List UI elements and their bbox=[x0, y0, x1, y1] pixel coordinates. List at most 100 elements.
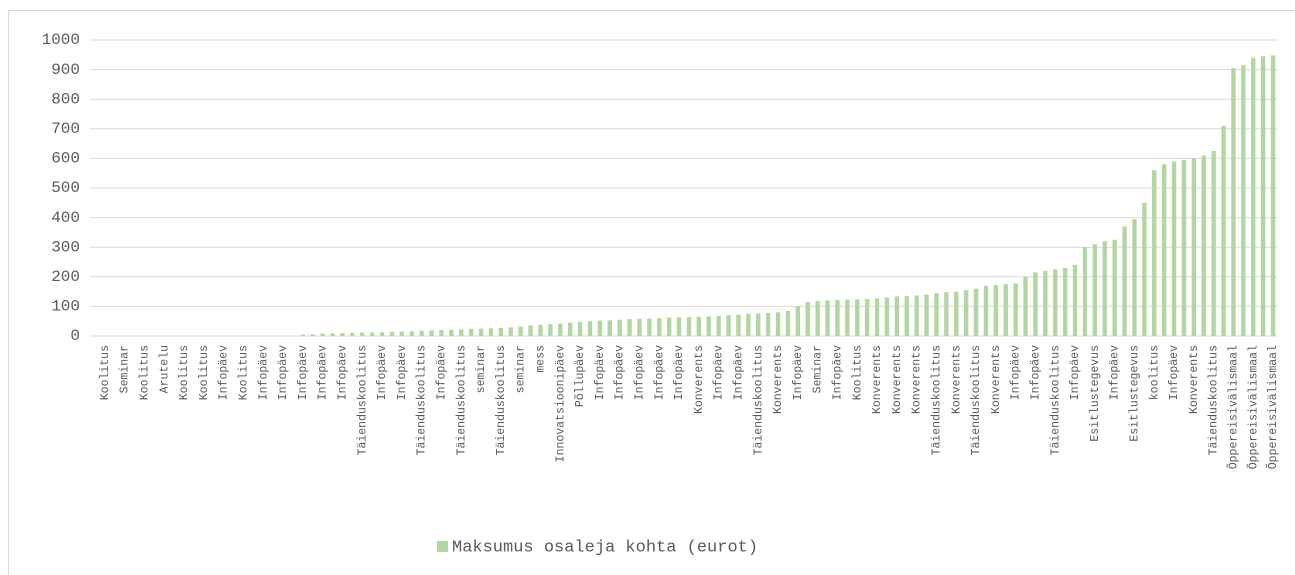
x-tick-label: Infopäev bbox=[1069, 345, 1082, 400]
x-tick-label: Konverents bbox=[693, 345, 706, 414]
bar bbox=[815, 301, 820, 336]
x-tick-label: Infopäev bbox=[317, 345, 330, 400]
y-tick-label: 600 bbox=[51, 150, 80, 168]
bar bbox=[518, 326, 523, 336]
y-tick-label: 900 bbox=[51, 61, 80, 79]
bar bbox=[736, 314, 741, 336]
bar bbox=[459, 329, 464, 336]
x-tick-label: Konverents bbox=[871, 345, 884, 414]
bar bbox=[350, 332, 355, 336]
bar bbox=[676, 317, 682, 336]
bar bbox=[567, 322, 573, 336]
x-tick-label: Innovatsioonipäev bbox=[554, 345, 567, 462]
x-tick-label: Täienduskoolitus bbox=[752, 345, 765, 455]
x-tick-label: mess bbox=[534, 345, 547, 373]
bar bbox=[1053, 269, 1058, 336]
x-tick-label: Infopäev bbox=[792, 345, 805, 400]
y-tick-label: 500 bbox=[51, 179, 80, 197]
x-tick-label: Infopäev bbox=[1029, 345, 1042, 400]
bar bbox=[1161, 164, 1167, 336]
x-tick-label: Seminar bbox=[119, 345, 132, 393]
x-tick-label: Esitlustegevus bbox=[1089, 345, 1102, 442]
bar bbox=[1112, 239, 1117, 336]
bar bbox=[983, 285, 989, 336]
bar bbox=[805, 301, 810, 336]
x-tick-label: koolitus bbox=[1148, 345, 1161, 400]
bar bbox=[1122, 226, 1127, 336]
x-tick-label: Infopäev bbox=[594, 345, 607, 400]
bar bbox=[934, 293, 939, 336]
bar bbox=[637, 318, 642, 336]
bar bbox=[954, 291, 959, 336]
bar bbox=[597, 320, 603, 336]
x-tick-label: Infopäev bbox=[713, 345, 726, 400]
bar bbox=[1152, 170, 1157, 336]
legend-swatch bbox=[437, 541, 448, 552]
bar bbox=[775, 312, 781, 336]
bar bbox=[587, 321, 593, 336]
bar bbox=[538, 324, 543, 336]
x-tick-label: Infopäev bbox=[1109, 345, 1122, 400]
x-tick-label: Täienduskoolitus bbox=[930, 345, 943, 455]
bar bbox=[607, 320, 612, 336]
x-tick-label: Infopäev bbox=[435, 345, 448, 400]
bar bbox=[1142, 202, 1147, 336]
x-tick-label: Seminar bbox=[812, 345, 825, 393]
bar bbox=[1211, 151, 1216, 336]
bar bbox=[1270, 55, 1276, 336]
bar bbox=[1003, 284, 1008, 336]
bar bbox=[360, 332, 365, 336]
bar bbox=[845, 299, 850, 336]
bar bbox=[924, 294, 929, 336]
y-tick-label: 700 bbox=[51, 120, 80, 138]
bar bbox=[1132, 219, 1137, 336]
bar bbox=[1062, 267, 1068, 336]
x-tick-label: Täienduskoolitus bbox=[1049, 345, 1062, 455]
y-tick-label: 200 bbox=[51, 268, 80, 286]
bar bbox=[1181, 159, 1187, 336]
x-tick-label: Infopäev bbox=[376, 345, 389, 400]
bar bbox=[1013, 283, 1018, 336]
bar bbox=[657, 318, 662, 336]
bar bbox=[726, 315, 731, 336]
bar bbox=[666, 317, 672, 336]
bar bbox=[389, 331, 395, 336]
bar bbox=[1201, 155, 1206, 336]
x-tick-label: Infopäev bbox=[396, 345, 409, 400]
x-tick-label: Koolitus bbox=[178, 345, 191, 400]
x-tick-label: Koolitus bbox=[138, 345, 151, 400]
bar bbox=[746, 313, 751, 336]
bar bbox=[864, 299, 870, 336]
bar bbox=[914, 295, 919, 336]
x-tick-label: seminar bbox=[515, 345, 528, 393]
y-tick-label: 0 bbox=[70, 327, 80, 345]
bar bbox=[548, 324, 553, 336]
bar bbox=[468, 328, 474, 336]
x-tick-label: Infopäev bbox=[673, 345, 686, 400]
x-tick-label: Konverents bbox=[1188, 345, 1201, 414]
bar bbox=[825, 300, 830, 336]
bar bbox=[1171, 161, 1177, 336]
y-tick-label: 100 bbox=[51, 298, 80, 316]
bar bbox=[1251, 57, 1256, 336]
bar bbox=[409, 331, 414, 336]
chart-border bbox=[8, 10, 1295, 575]
x-tick-label: Täienduskoolitus bbox=[495, 345, 508, 455]
bar bbox=[785, 310, 791, 336]
bar bbox=[696, 316, 702, 336]
x-tick-label: Koolitus bbox=[99, 345, 112, 400]
x-tick-label: Arutelu bbox=[158, 345, 171, 393]
x-tick-label: Täienduskoolitus bbox=[455, 345, 468, 455]
bar bbox=[944, 292, 949, 336]
x-tick-label: Infopäev bbox=[336, 345, 349, 400]
bar bbox=[488, 328, 494, 336]
x-tick-label: Konverents bbox=[990, 345, 1003, 414]
bar bbox=[894, 296, 900, 336]
x-tick-label: Infopäev bbox=[633, 345, 646, 400]
bar bbox=[795, 306, 801, 336]
bar bbox=[369, 332, 375, 336]
x-tick-label: Konverents bbox=[772, 345, 785, 414]
x-tick-label: Täienduskoolitus bbox=[970, 345, 983, 455]
x-tick-label: Infopäev bbox=[297, 345, 310, 400]
